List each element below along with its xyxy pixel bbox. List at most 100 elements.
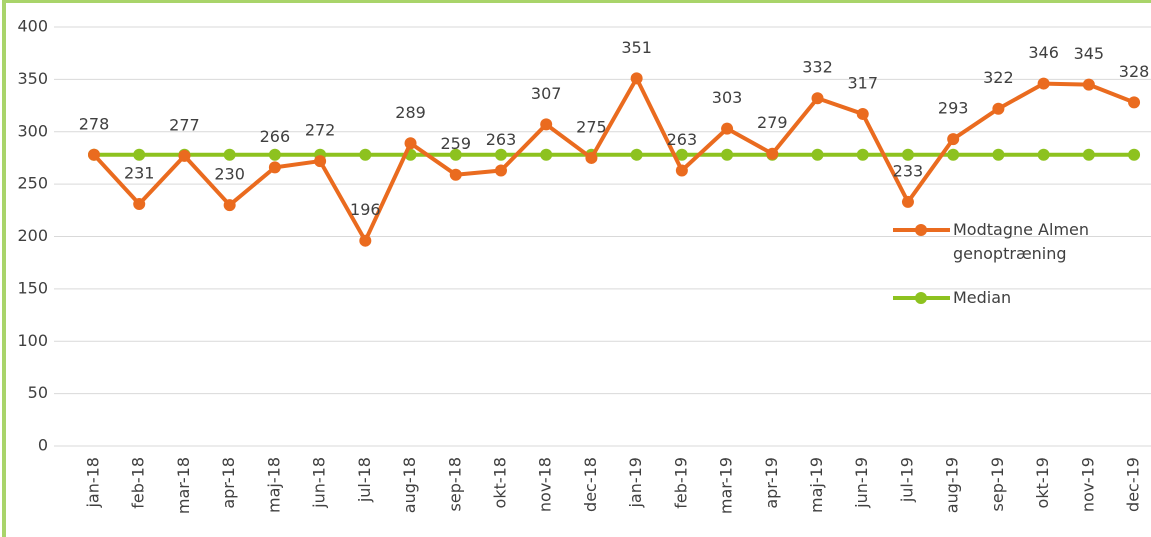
- data-label: 322: [983, 68, 1014, 87]
- point: [359, 234, 372, 247]
- x-tick-label: aug-18: [400, 457, 419, 513]
- x-tick-label: jan-19: [626, 457, 645, 509]
- y-tick-label: 150: [17, 278, 48, 297]
- x-tick-label: sep-19: [988, 457, 1007, 511]
- point: [947, 148, 960, 161]
- point: [1082, 78, 1095, 91]
- x-tick-label: okt-18: [490, 457, 509, 508]
- point: [1128, 148, 1141, 161]
- point: [1128, 96, 1141, 109]
- point: [856, 148, 869, 161]
- point: [675, 148, 688, 161]
- y-tick-label: 0: [38, 436, 48, 455]
- x-tick-label: jun-18: [310, 457, 329, 509]
- point: [1037, 77, 1050, 90]
- point: [540, 148, 553, 161]
- x-tick-label: jul-19: [897, 457, 916, 503]
- point: [449, 168, 462, 181]
- x-tick-label: apr-18: [219, 457, 238, 509]
- point: [223, 199, 236, 212]
- point: [133, 148, 146, 161]
- point: [223, 148, 236, 161]
- data-label: 278: [79, 114, 110, 133]
- point: [856, 107, 869, 120]
- legend-label: Median: [953, 288, 1012, 307]
- data-label: 263: [667, 130, 698, 149]
- x-tick-label: dec-19: [1124, 457, 1143, 512]
- point: [901, 195, 914, 208]
- x-tick-label: aug-19: [943, 457, 962, 513]
- point: [992, 148, 1005, 161]
- x-tick-label: feb-19: [671, 457, 690, 509]
- data-label: 230: [214, 165, 245, 184]
- point: [178, 149, 191, 162]
- data-label: 307: [531, 84, 562, 103]
- data-label: 303: [712, 88, 743, 107]
- x-tick-label: mar-19: [717, 457, 736, 514]
- y-tick-label: 300: [17, 121, 48, 140]
- y-tick-label: 400: [17, 17, 48, 36]
- point: [901, 148, 914, 161]
- point: [88, 148, 100, 161]
- x-tick-label: jun-19: [852, 457, 871, 509]
- point: [947, 133, 960, 146]
- y-tick-label: 250: [17, 174, 48, 193]
- y-tick-label: 200: [17, 226, 48, 245]
- point: [268, 148, 281, 161]
- data-label: 332: [802, 58, 833, 77]
- y-tick-label: 100: [17, 331, 48, 350]
- data-label: 266: [260, 127, 291, 146]
- data-label: 231: [124, 164, 155, 183]
- x-tick-label: dec-18: [581, 457, 600, 512]
- point: [404, 137, 417, 150]
- data-label: 328: [1119, 62, 1150, 81]
- x-tick-label: maj-19: [807, 457, 826, 513]
- point: [268, 161, 281, 174]
- x-tick-label: apr-19: [762, 457, 781, 509]
- point: [494, 164, 507, 177]
- x-tick-label: okt-19: [1033, 457, 1052, 508]
- x-tick-label: jan-18: [84, 457, 103, 509]
- y-tick-label: 50: [28, 383, 48, 402]
- data-label: 351: [621, 38, 652, 57]
- point: [1082, 148, 1095, 161]
- point: [585, 151, 598, 164]
- point: [494, 148, 507, 161]
- data-label: 317: [847, 73, 878, 92]
- data-label: 279: [757, 113, 788, 132]
- point: [314, 155, 327, 168]
- point: [630, 148, 643, 161]
- point: [811, 148, 824, 161]
- frame-top: [2, 0, 1151, 3]
- point: [1037, 148, 1050, 161]
- x-tick-label: nov-19: [1078, 457, 1097, 512]
- data-label: 272: [305, 121, 336, 140]
- point: [359, 148, 372, 161]
- x-tick-label: nov-18: [536, 457, 555, 512]
- data-label: 259: [440, 134, 471, 153]
- data-label: 263: [486, 130, 517, 149]
- series-line: [92, 76, 1135, 243]
- data-label: 277: [169, 115, 200, 134]
- x-tick-label: maj-18: [264, 457, 283, 513]
- point: [721, 122, 734, 135]
- legend-label: Modtagne Almen genoptræning: [953, 220, 1090, 263]
- point: [811, 92, 824, 105]
- data-label: 293: [938, 99, 969, 118]
- data-label: 196: [350, 200, 381, 219]
- point: [675, 164, 688, 177]
- data-label: 346: [1028, 43, 1059, 62]
- data-label: 233: [893, 161, 924, 180]
- x-tick-label: jul-18: [355, 457, 374, 503]
- x-tick-label: feb-18: [129, 457, 148, 509]
- y-tick-label: 350: [17, 69, 48, 88]
- point: [992, 102, 1005, 115]
- x-tick-label: mar-18: [174, 457, 193, 514]
- legend-marker: [915, 292, 927, 304]
- legend-marker: [915, 224, 927, 236]
- x-tick-label: sep-18: [445, 457, 464, 511]
- point: [630, 72, 643, 85]
- data-label: 275: [576, 117, 607, 136]
